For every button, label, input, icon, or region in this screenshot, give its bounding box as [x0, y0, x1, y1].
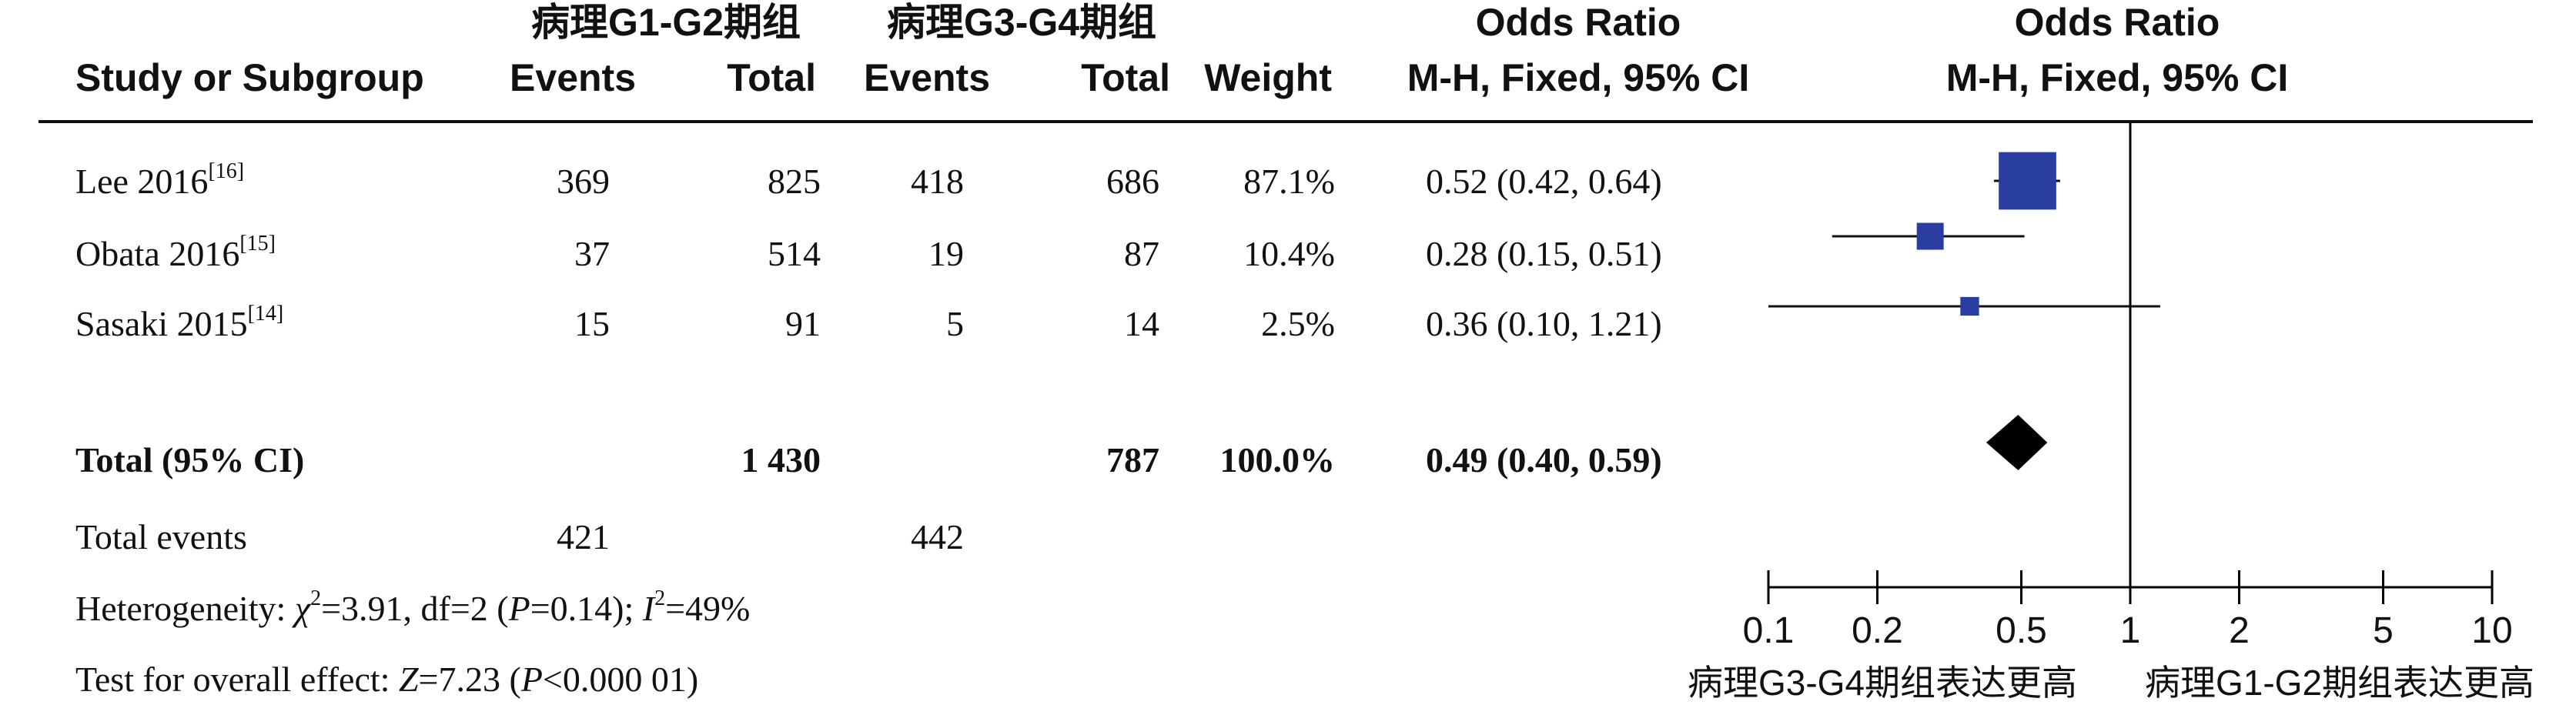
study-reference: [14] — [247, 302, 284, 326]
study-events1: 15 — [574, 304, 610, 343]
study-weight: 2.5% — [1261, 304, 1335, 343]
total-label: Total (95% CI) — [75, 440, 305, 479]
study-column-header: Study or Subgroup — [75, 56, 424, 99]
total1-column-header: Total — [727, 56, 816, 99]
total2-column-header: Total — [1081, 56, 1170, 99]
total-events2: 442 — [911, 517, 964, 556]
study-reference: [15] — [239, 232, 276, 256]
header-rule — [38, 120, 2533, 123]
x-tick-label: 0.1 — [1743, 610, 1795, 651]
study-events2: 5 — [946, 304, 964, 343]
or-method-header: M-H, Fixed, 95% CI — [1407, 56, 1750, 99]
study-weight: 87.1% — [1243, 162, 1335, 201]
study-ci: 0.52 (0.42, 0.64) — [1426, 162, 1662, 201]
study-total1: 514 — [768, 234, 821, 273]
study-name: Obata 2016[15] — [75, 232, 276, 273]
total-events-label: Total events — [75, 517, 247, 556]
study-total1: 825 — [768, 162, 821, 201]
study-reference: [16] — [208, 159, 245, 183]
study-name: Lee 2016[16] — [75, 159, 245, 201]
study-events1: 37 — [574, 234, 610, 273]
pooled-diamond — [1986, 415, 2048, 470]
study-events2: 19 — [928, 234, 964, 273]
study-marker — [1999, 152, 2056, 210]
x-tick-label: 1 — [2120, 610, 2141, 651]
study-ci: 0.36 (0.10, 1.21) — [1426, 304, 1662, 343]
x-tick-label: 10 — [2471, 610, 2512, 651]
total-ci: 0.49 (0.40, 0.59) — [1426, 440, 1662, 479]
study-name: Sasaki 2015[14] — [75, 302, 284, 343]
study-events1: 369 — [557, 162, 610, 201]
group2-header: 病理G3-G4期组 — [887, 1, 1157, 44]
x-tick-label: 2 — [2229, 610, 2250, 651]
events1-column-header: Events — [510, 56, 636, 99]
or-title-header: Odds Ratio — [1475, 1, 1681, 44]
group1-header: 病理G1-G2期组 — [531, 1, 801, 44]
total-total1: 1 430 — [741, 440, 821, 479]
overall-effect-text: Test for overall effect: Z=7.23 (P<0.000… — [75, 660, 699, 699]
x-tick-label: 0.5 — [1996, 610, 2047, 651]
total-events1: 421 — [557, 517, 610, 556]
study-total2: 87 — [1124, 234, 1159, 273]
study-marker — [1916, 222, 1944, 250]
plot-title-header: Odds Ratio — [2014, 1, 2220, 44]
x-tick-label: 0.2 — [1852, 610, 1903, 651]
weight-column-header: Weight — [1204, 56, 1332, 99]
plot-method-header: M-H, Fixed, 95% CI — [1945, 56, 2289, 99]
heterogeneity-text: Heterogeneity: χ2=3.91, df=2 (P=0.14); I… — [75, 586, 751, 628]
total-total2: 787 — [1106, 440, 1159, 479]
events2-column-header: Events — [864, 56, 990, 99]
study-marker — [1960, 296, 1979, 316]
study-total2: 686 — [1106, 162, 1159, 201]
study-total2: 14 — [1124, 304, 1159, 343]
study-total1: 91 — [785, 304, 821, 343]
axis-label-right: 病理G1-G2期组表达更高 — [2145, 663, 2535, 703]
total-weight: 100.0% — [1219, 440, 1336, 479]
axis-label-left: 病理G3-G4期组表达更高 — [1688, 663, 2078, 703]
study-events2: 418 — [911, 162, 964, 201]
x-tick-label: 5 — [2373, 610, 2394, 651]
study-weight: 10.4% — [1243, 234, 1335, 273]
study-ci: 0.28 (0.15, 0.51) — [1426, 234, 1662, 273]
